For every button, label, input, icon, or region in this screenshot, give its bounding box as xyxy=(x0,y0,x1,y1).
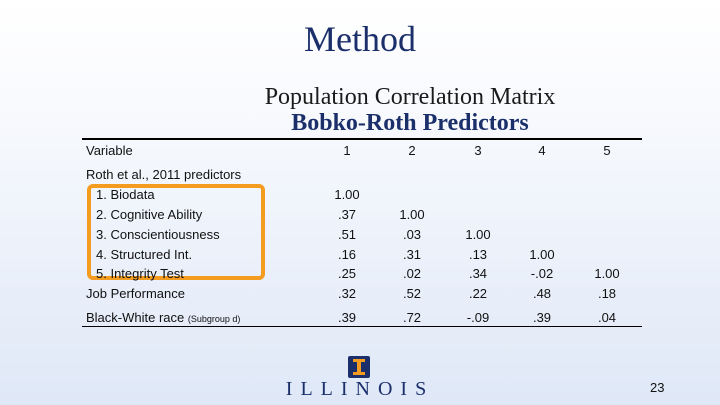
table-cell: .37 xyxy=(337,207,357,222)
column-header-2: 2 xyxy=(408,143,416,158)
table-cell: .32 xyxy=(337,286,357,301)
column-header-4: 4 xyxy=(538,143,546,158)
illinois-wordmark: ILLINOIS xyxy=(285,378,435,400)
subtitle-line2: Bobko-Roth Predictors xyxy=(291,110,529,136)
table-cell: 1.00 xyxy=(594,266,620,281)
table-cell: .34 xyxy=(468,266,488,281)
table-cell: .48 xyxy=(532,286,552,301)
table-bottom-rule xyxy=(82,326,642,327)
row-label: 1. Biodata xyxy=(96,187,155,202)
row-label-text: Black-White race xyxy=(86,310,185,325)
table-cell: .22 xyxy=(468,286,488,301)
row-label: 2. Cognitive Ability xyxy=(96,207,203,222)
table-cell: .04 xyxy=(597,310,617,325)
table-cell: .72 xyxy=(402,310,422,325)
table-cell: .39 xyxy=(337,310,357,325)
table-cell: 1.00 xyxy=(465,227,491,242)
table-cell: -.02 xyxy=(530,266,554,281)
row-label: Black-White race (Subgroup d) xyxy=(86,310,240,327)
column-header-variable: Variable xyxy=(86,143,133,158)
column-header-1: 1 xyxy=(343,143,351,158)
table-cell: .25 xyxy=(337,266,357,281)
table-cell: .02 xyxy=(402,266,422,281)
table-top-rule xyxy=(82,138,642,140)
table-cell: .18 xyxy=(597,286,617,301)
row-label: 4. Structured Int. xyxy=(96,247,193,262)
row-label: Job Performance xyxy=(86,286,185,301)
row-label: 5. Integrity Test xyxy=(96,266,184,281)
table-cell: .03 xyxy=(402,227,422,242)
table-cell: .16 xyxy=(337,247,357,262)
column-header-3: 3 xyxy=(474,143,482,158)
page-number: 23 xyxy=(650,380,665,395)
group-label: Roth et al., 2011 predictors xyxy=(86,167,242,182)
table-cell: .13 xyxy=(468,247,488,262)
table-cell: -.09 xyxy=(466,310,490,325)
row-label-note: (Subgroup d) xyxy=(187,314,241,324)
subtitle-line1: Population Correlation Matrix xyxy=(264,84,556,110)
slide-title: Method xyxy=(304,19,416,59)
table-cell: 1.00 xyxy=(334,187,360,202)
illinois-i-logo-icon xyxy=(348,356,370,378)
table-cell: .52 xyxy=(402,286,422,301)
table-cell: .31 xyxy=(402,247,422,262)
column-header-5: 5 xyxy=(603,143,611,158)
row-label: 3. Conscientiousness xyxy=(96,227,220,242)
table-cell: 1.00 xyxy=(529,247,555,262)
table-cell: .39 xyxy=(532,310,552,325)
table-cell: 1.00 xyxy=(399,207,425,222)
highlight-box xyxy=(87,184,265,280)
table-cell: .51 xyxy=(337,227,357,242)
